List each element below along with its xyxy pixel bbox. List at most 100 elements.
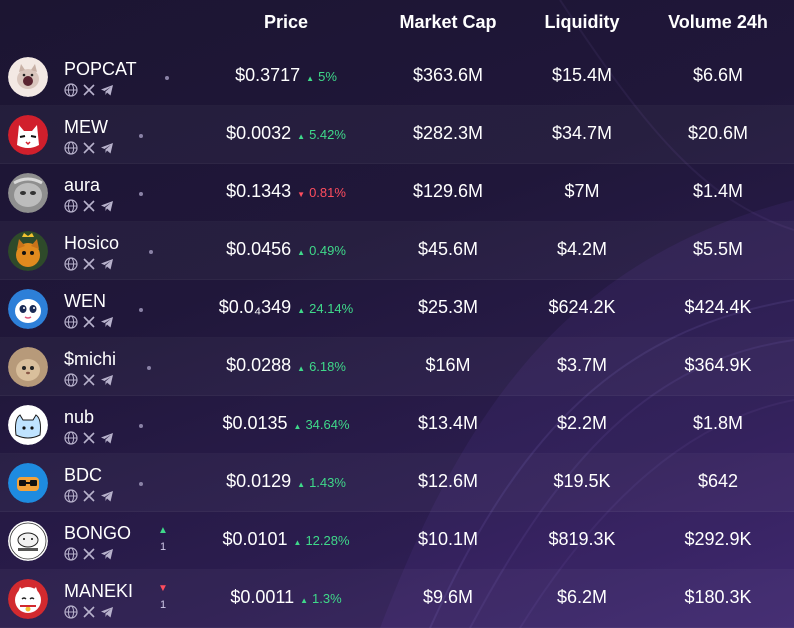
michi-avatar[interactable]: [8, 347, 48, 387]
token-price: $0.0129: [226, 471, 292, 491]
x-icon[interactable]: [82, 83, 96, 97]
table-row[interactable]: $michi $0.0288 ▲ 6.18% $16M $3.7M $364.9K: [0, 338, 794, 396]
price-change: ▲ 34.64%: [294, 417, 350, 432]
globe-icon[interactable]: [64, 547, 78, 561]
token-name[interactable]: BONGO: [64, 523, 132, 543]
market-cap-value: $363.6M: [412, 65, 484, 85]
price-change-value: 5.42%: [309, 127, 346, 142]
globe-icon[interactable]: [64, 605, 78, 619]
up-arrow-icon: ▲: [300, 596, 308, 605]
price-change: ▲ 5.42%: [297, 127, 346, 142]
table-row[interactable]: nub $0.0135 ▲ 34.64% $13.4M $2.2M $1.8M: [0, 396, 794, 454]
token-price: $0.0135: [222, 413, 288, 433]
up-arrow-icon: ▲: [297, 364, 306, 373]
social-links: [64, 489, 114, 503]
up-arrow-icon: ▲: [297, 132, 306, 141]
nub-avatar[interactable]: [8, 405, 48, 445]
x-icon[interactable]: [82, 489, 96, 503]
token-price: $0.0101: [222, 529, 288, 549]
table-row[interactable]: POPCAT $0.3717 ▲ 5% $363.6M $15.4M $6.6M: [0, 48, 794, 106]
table-row[interactable]: aura $0.1343 ▼ 0.81% $129.6M $7M $1.4M: [0, 164, 794, 222]
token-name[interactable]: WEN: [64, 291, 106, 311]
token-name[interactable]: Hosico: [64, 233, 120, 253]
bdc-avatar[interactable]: [8, 463, 48, 503]
price-change-value: 12.28%: [305, 533, 350, 548]
maneki-avatar[interactable]: [8, 579, 48, 619]
globe-icon[interactable]: [64, 431, 78, 445]
status-dot: [139, 482, 143, 486]
liquidity-value: $624.2K: [548, 297, 616, 317]
volume-column-header[interactable]: Volume 24h: [668, 12, 768, 32]
token-name[interactable]: nub: [64, 407, 95, 427]
telegram-icon[interactable]: [100, 199, 114, 213]
table-row[interactable]: Hosico $0.0456 ▲ 0.49% $45.6M $4.2M $5.5M: [0, 222, 794, 280]
telegram-icon[interactable]: [100, 489, 114, 503]
table-row[interactable]: WEN $0.0₄349 ▲ 24.14% $25.3M $624.2K $424.4K: [0, 280, 794, 338]
wen-avatar[interactable]: [8, 289, 48, 329]
globe-icon[interactable]: [64, 141, 78, 155]
up-arrow-icon: ▲: [293, 422, 302, 431]
x-icon[interactable]: [82, 547, 96, 561]
x-icon[interactable]: [82, 605, 96, 619]
x-icon[interactable]: [82, 141, 96, 155]
price-column-header[interactable]: Price: [263, 12, 309, 32]
price-change: ▲ 1.3%: [300, 591, 342, 606]
market-cap-column-header[interactable]: Market Cap: [399, 12, 497, 32]
globe-icon[interactable]: [64, 257, 78, 271]
status-dot: [139, 192, 143, 196]
token-name[interactable]: MEW: [64, 117, 108, 137]
bongo-avatar[interactable]: [8, 521, 48, 561]
globe-icon[interactable]: [64, 199, 78, 213]
liquidity-value: $6.2M: [556, 587, 608, 607]
aura-avatar[interactable]: [8, 173, 48, 213]
x-icon[interactable]: [82, 431, 96, 445]
liquidity-value: $4.2M: [556, 239, 608, 259]
telegram-icon[interactable]: [100, 547, 114, 561]
globe-icon[interactable]: [64, 83, 78, 97]
telegram-icon[interactable]: [100, 315, 114, 329]
x-icon[interactable]: [82, 199, 96, 213]
social-links: [64, 373, 114, 387]
volume-value: $1.4M: [692, 181, 744, 201]
telegram-icon[interactable]: [100, 141, 114, 155]
price-change-value: 5%: [318, 69, 337, 84]
token-name[interactable]: BDC: [64, 465, 103, 485]
telegram-icon[interactable]: [100, 605, 114, 619]
telegram-icon[interactable]: [100, 257, 114, 271]
liquidity-value: $19.5K: [553, 471, 611, 491]
token-name[interactable]: MANEKI: [64, 581, 134, 601]
popcat-avatar[interactable]: [8, 57, 48, 97]
table-row[interactable]: MANEKI ▼ 1 $0.0011 ▲ 1.3% $9.6M $6.2M $180.3K: [0, 570, 794, 628]
table-row[interactable]: BDC $0.0129 ▲ 1.43% $12.6M $19.5K $642: [0, 454, 794, 512]
x-icon[interactable]: [82, 373, 96, 387]
telegram-icon[interactable]: [100, 431, 114, 445]
market-cap-value: $129.6M: [412, 181, 484, 201]
x-icon[interactable]: [82, 257, 96, 271]
status-dot: [139, 424, 143, 428]
social-links: [64, 431, 114, 445]
globe-icon[interactable]: [64, 373, 78, 387]
table-row[interactable]: BONGO ▲ 1 $0.0101 ▲ 12.28% $10.1M $819.3K $292.9…: [0, 512, 794, 570]
rank-change-value: 1: [159, 541, 167, 553]
social-links: [64, 605, 114, 619]
liquidity-value: $819.3K: [548, 529, 616, 549]
market-cap-value: $45.6M: [417, 239, 479, 259]
rank-change-arrow: ▼: [158, 583, 168, 594]
token-name[interactable]: POPCAT: [64, 59, 137, 79]
mew-avatar[interactable]: [8, 115, 48, 155]
hosico-avatar[interactable]: [8, 231, 48, 271]
token-name[interactable]: $michi: [64, 349, 117, 369]
social-links: [64, 547, 114, 561]
liquidity-column-header[interactable]: Liquidity: [544, 12, 620, 32]
x-icon[interactable]: [82, 315, 96, 329]
up-arrow-icon: ▲: [293, 538, 302, 547]
telegram-icon[interactable]: [100, 83, 114, 97]
telegram-icon[interactable]: [100, 373, 114, 387]
globe-icon[interactable]: [64, 489, 78, 503]
token-name[interactable]: aura: [64, 175, 101, 195]
liquidity-value: $3.7M: [556, 355, 608, 375]
table-row[interactable]: MEW $0.0032 ▲ 5.42% $282.3M $34.7M $20.6M: [0, 106, 794, 164]
token-price: $0.0288: [226, 355, 292, 375]
volume-value: $364.9K: [684, 355, 752, 375]
globe-icon[interactable]: [64, 315, 78, 329]
